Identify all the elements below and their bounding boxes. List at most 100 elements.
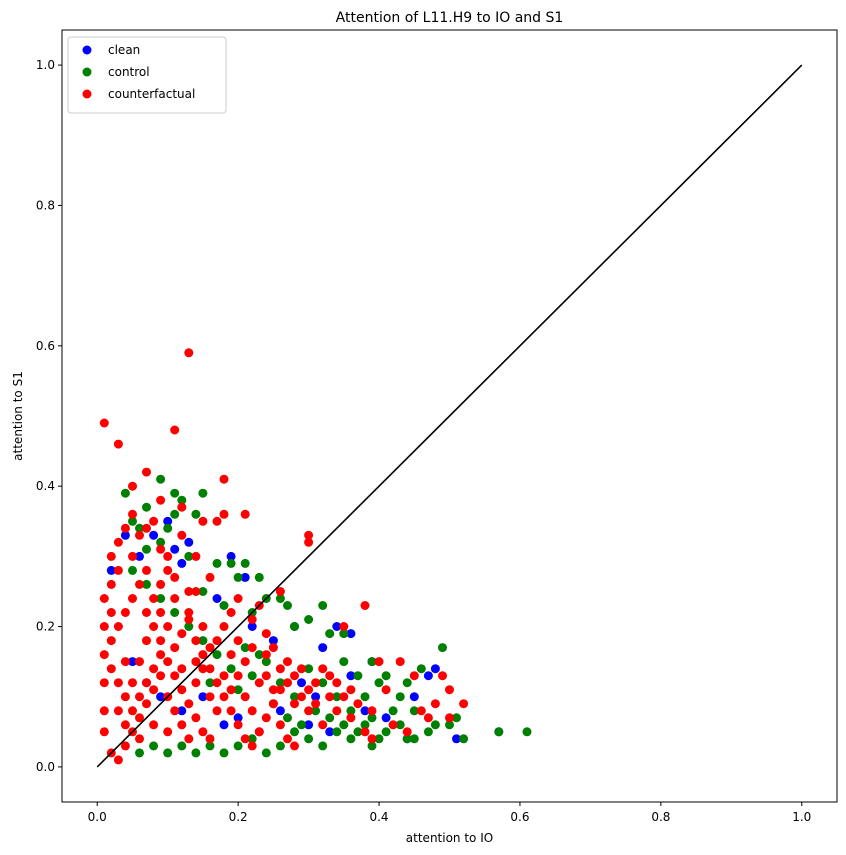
legend-box: [67, 36, 227, 114]
counterfactual-point: [99, 678, 109, 688]
counterfactual-point: [106, 551, 116, 561]
clean-point: [233, 713, 243, 723]
control-point: [184, 622, 194, 631]
counterfactual-point: [445, 713, 454, 723]
control-point: [128, 516, 137, 526]
reference-line: [96, 64, 803, 768]
control-point: [205, 741, 215, 751]
control-point: [409, 706, 419, 716]
counterfactual-point: [99, 727, 109, 737]
counterfactual-point: [268, 643, 278, 653]
counterfactual-point: [445, 685, 454, 695]
counterfactual-point: [120, 657, 130, 667]
counterfactual-point: [346, 713, 356, 723]
counterfactual-point: [128, 481, 137, 491]
counterfactual-point: [198, 622, 208, 631]
counterfactual-point: [198, 664, 208, 674]
clean-point: [198, 692, 208, 702]
clean-legend-label: clean: [108, 43, 140, 57]
counterfactual-point: [423, 713, 433, 723]
clean-point: [240, 572, 250, 582]
counterfactual-point: [177, 502, 187, 512]
control-point: [353, 671, 363, 681]
counterfactual-point: [240, 692, 250, 702]
counterfactual-point: [261, 671, 271, 681]
control-point: [381, 727, 391, 737]
control-point: [339, 629, 349, 639]
counterfactual-point: [177, 685, 187, 695]
control-point: [177, 741, 187, 751]
counterfactual-point: [283, 657, 292, 667]
clean-point: [297, 678, 306, 688]
control-point: [233, 572, 243, 582]
counterfactual-point: [261, 713, 271, 723]
counterfactual-point: [212, 516, 222, 526]
counterfactual-point: [184, 734, 194, 744]
control-point: [423, 727, 433, 737]
counterfactual-point: [135, 734, 144, 744]
clean-point: [430, 664, 440, 674]
counterfactual-point: [163, 657, 173, 667]
clean-point: [170, 544, 180, 554]
counterfactual-point: [113, 706, 123, 716]
counterfactual-point: [120, 720, 130, 730]
control-point: [163, 523, 173, 533]
counterfactual-point: [142, 608, 151, 617]
counterfactual-point: [128, 509, 137, 519]
counterfactual-point: [402, 727, 412, 737]
clean-point: [156, 692, 166, 702]
y-tick-label: 0.8: [36, 198, 55, 212]
control-point: [247, 734, 257, 744]
clean-point: [346, 671, 356, 681]
control-point: [233, 685, 243, 695]
x-axis: 0.0 0.2 0.4 0.6 0.8 1.0: [88, 802, 811, 824]
control-point: [170, 608, 180, 617]
counterfactual-point: [205, 692, 215, 702]
control-point: [128, 565, 137, 575]
counterfactual-point: [142, 636, 151, 646]
control-point: [290, 727, 299, 737]
counterfactual-point: [156, 544, 166, 554]
counterfactual-point: [170, 643, 180, 653]
control-point: [395, 692, 405, 702]
control-point: [332, 692, 342, 702]
control-point: [395, 720, 405, 730]
clean-point: [304, 720, 314, 730]
control-point: [198, 587, 208, 596]
control-point: [374, 734, 384, 744]
control-point: [205, 678, 215, 688]
counterfactual-point: [113, 678, 123, 688]
counterfactual-point: [177, 664, 187, 674]
control-point: [283, 713, 292, 723]
x-tick-label: 0.2: [229, 810, 248, 824]
clean-point: [177, 706, 187, 716]
control-point: [297, 720, 306, 730]
counterfactual-point: [212, 636, 222, 646]
counterfactual-point: [254, 727, 264, 737]
control-point: [339, 720, 349, 730]
counterfactual-point: [170, 594, 180, 603]
counterfactual-point: [113, 439, 123, 449]
counterfactual-point: [438, 671, 447, 681]
counterfactual-point: [142, 678, 151, 688]
counterfactual-point: [163, 551, 173, 561]
counterfactual-point: [247, 615, 257, 624]
x-tick-label: 1.0: [792, 810, 811, 824]
control-point: [198, 488, 208, 498]
counterfactual-point: [219, 622, 229, 631]
counterfactual-point: [388, 720, 398, 730]
counterfactual-point: [325, 671, 335, 681]
clean-point: [360, 706, 370, 716]
clean-point: [184, 537, 194, 547]
clean-point: [212, 594, 222, 603]
x-tick-label: 0.8: [651, 810, 670, 824]
control-point: [402, 734, 412, 744]
counterfactual-point: [191, 678, 201, 688]
control-point: [226, 664, 236, 674]
counterfactual-point: [113, 537, 123, 547]
counterfactual-point: [156, 495, 166, 505]
data-points: [99, 348, 532, 765]
counterfactual-point: [170, 572, 180, 582]
counterfactual-point: [430, 699, 440, 709]
clean-point: [268, 636, 278, 646]
